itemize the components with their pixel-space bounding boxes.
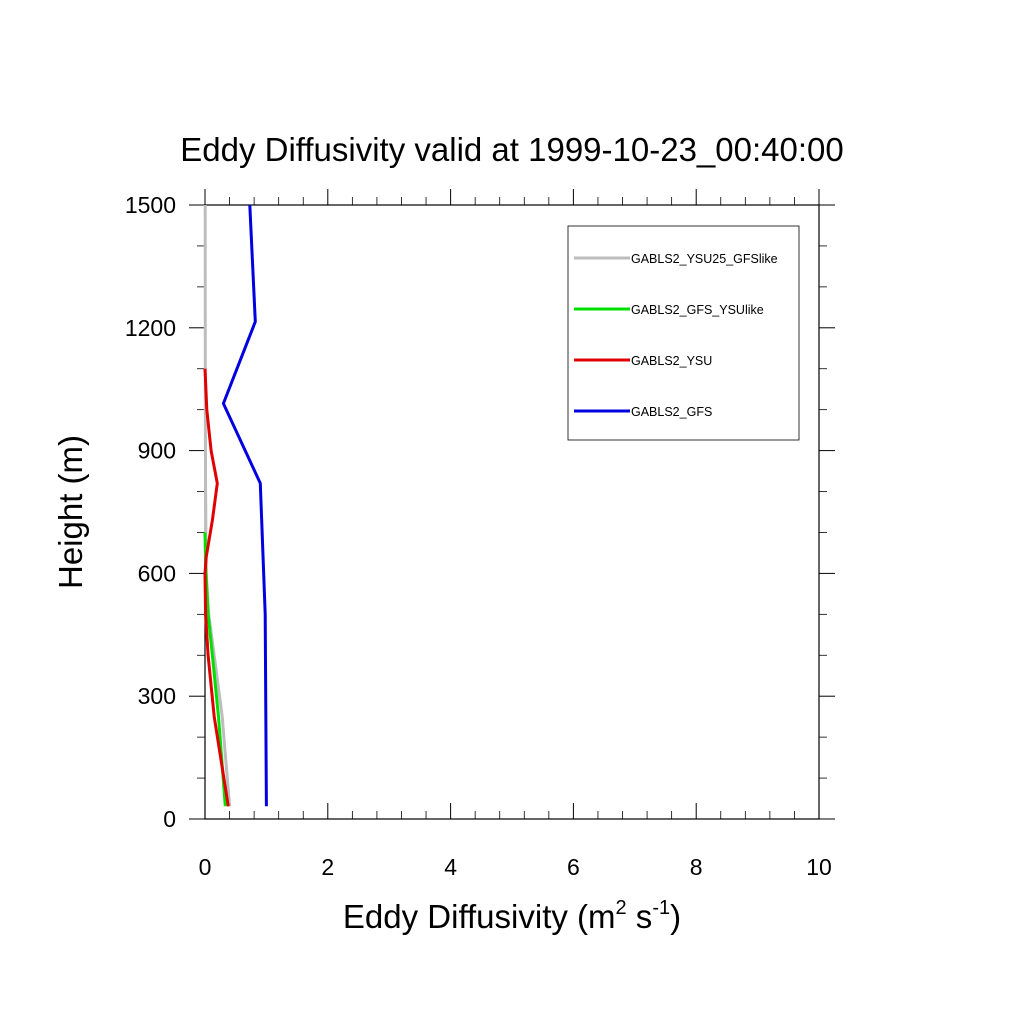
y-axis-label: Height (m) (52, 435, 89, 589)
tick-labels: 0 2 4 6 8 10 0 300 600 900 1200 1500 (125, 192, 832, 880)
legend-label: GABLS2_GFS (631, 405, 712, 419)
series-line-gabls2-gfs (221, 204, 268, 807)
x-tick-label: 4 (444, 854, 457, 880)
y-tick-label: 1500 (125, 192, 176, 218)
legend-label: GABLS2_YSU25_GFSlike (631, 252, 778, 266)
axis-ticks (189, 189, 835, 820)
x-tick-label: 6 (567, 854, 580, 880)
y-tick-label: 600 (138, 560, 176, 586)
y-tick-label: 300 (138, 683, 176, 709)
legend-items: GABLS2_YSU25_GFSlike GABLS2_GFS_YSUlike GA… (574, 252, 778, 419)
legend-box (567, 225, 800, 441)
x-tick-label: 10 (806, 854, 832, 880)
chart-title: Eddy Diffusivity valid at 1999-10-23_00:… (180, 131, 843, 168)
series-lines (203, 204, 268, 807)
legend: GABLS2_YSU25_GFSlike GABLS2_GFS_YSUlike GA… (567, 225, 800, 441)
y-tick-label: 0 (163, 806, 176, 832)
legend-label: GABLS2_YSU (631, 354, 712, 368)
legend-label: GABLS2_GFS_YSUlike (631, 303, 764, 317)
x-tick-label: 2 (321, 854, 334, 880)
x-axis-label: Eddy Diffusivity (m2 s-1) (343, 897, 681, 935)
y-tick-label: 900 (138, 438, 176, 464)
x-tick-label: 8 (690, 854, 703, 880)
x-tick-label: 0 (199, 854, 212, 880)
series-line-gabls2-ysu (203, 368, 230, 807)
y-tick-label: 1200 (125, 315, 176, 341)
